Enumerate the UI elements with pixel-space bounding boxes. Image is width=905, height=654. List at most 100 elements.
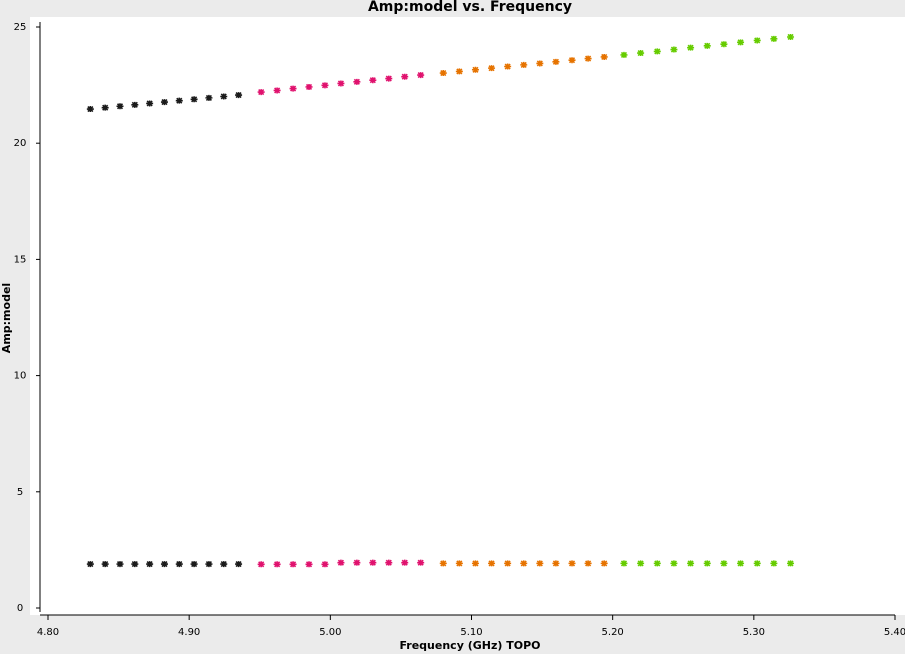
data-point [190, 96, 198, 103]
data-point [273, 87, 281, 94]
x-tick-label: 5.40 [884, 627, 905, 638]
data-point [131, 561, 139, 568]
data-point [620, 560, 628, 567]
data-point [175, 561, 183, 568]
data-point [720, 41, 728, 48]
data-point [753, 37, 761, 44]
data-point [653, 560, 661, 567]
data-point [504, 560, 512, 567]
data-point [637, 560, 645, 567]
data-point [385, 75, 393, 82]
data-point [787, 560, 795, 567]
data-point [568, 560, 576, 567]
data-point [86, 105, 94, 113]
data-point [552, 560, 560, 567]
data-point [205, 561, 213, 568]
data-point [146, 561, 154, 568]
data-point [146, 100, 154, 107]
x-tick-label: 5.10 [460, 627, 482, 638]
x-axis-title: Frequency (GHz) TOPO [399, 639, 540, 652]
data-point [703, 560, 711, 567]
data-point [584, 560, 592, 567]
data-point [568, 57, 576, 64]
data-point [353, 78, 361, 85]
data-point [620, 51, 628, 58]
data-point [653, 48, 661, 55]
data-point [205, 94, 213, 101]
data-point [131, 101, 139, 108]
data-point [289, 85, 297, 92]
data-point [687, 560, 695, 567]
data-point [770, 560, 778, 567]
data-point [720, 560, 728, 567]
data-point [401, 73, 409, 80]
data-point [600, 560, 608, 567]
data-point [520, 560, 528, 567]
data-point [235, 561, 243, 568]
data-point [305, 83, 313, 91]
data-point [337, 80, 345, 87]
data-point [116, 561, 124, 568]
data-point [273, 561, 281, 568]
data-point [369, 77, 377, 84]
data-point [753, 560, 761, 567]
data-point [235, 92, 243, 99]
data-point [504, 63, 512, 70]
x-tick-label: 5.30 [743, 627, 765, 638]
data-point [417, 72, 425, 79]
data-point [86, 561, 94, 568]
data-point [160, 98, 168, 106]
data-point [417, 559, 425, 566]
data-point [637, 49, 645, 57]
data-point [455, 68, 463, 75]
data-point [401, 559, 409, 566]
data-point [321, 82, 329, 89]
data-point [552, 58, 560, 65]
data-point [703, 42, 711, 49]
data-point [175, 97, 183, 104]
data-point [488, 560, 496, 567]
y-tick-label: 25 [14, 22, 27, 33]
data-point [439, 69, 447, 77]
data-point [787, 33, 795, 41]
data-point [737, 39, 745, 46]
data-point [337, 559, 345, 566]
data-point [670, 560, 678, 567]
data-point [455, 560, 463, 567]
data-point [687, 44, 695, 51]
y-tick-label: 15 [14, 254, 27, 265]
data-point [488, 65, 496, 72]
x-tick-label: 5.00 [319, 627, 341, 638]
data-point [101, 104, 109, 111]
data-point [190, 561, 198, 568]
x-tick-label: 4.80 [37, 627, 59, 638]
data-point [520, 61, 528, 68]
data-point [471, 66, 479, 73]
data-point [536, 560, 544, 567]
data-point [353, 559, 361, 566]
data-point [321, 561, 329, 568]
data-point [305, 561, 313, 568]
y-tick-label: 5 [17, 487, 23, 498]
x-tick-label: 4.90 [178, 627, 200, 638]
plot-background [30, 17, 905, 615]
data-point [471, 560, 479, 567]
data-point [160, 561, 168, 568]
chart-title: Amp:model vs. Frequency [368, 0, 572, 15]
y-axis-title: Amp:model [0, 283, 13, 353]
data-point [385, 559, 393, 566]
data-point [737, 560, 745, 567]
data-point [536, 60, 544, 67]
data-point [584, 55, 592, 62]
y-tick-label: 0 [17, 603, 23, 614]
data-point [770, 35, 778, 42]
y-tick-label: 10 [14, 371, 27, 382]
data-point [439, 560, 447, 567]
data-point [257, 561, 265, 568]
x-tick-label: 5.20 [602, 627, 624, 638]
data-point [220, 93, 228, 100]
data-point [600, 53, 608, 61]
data-point [257, 89, 265, 96]
